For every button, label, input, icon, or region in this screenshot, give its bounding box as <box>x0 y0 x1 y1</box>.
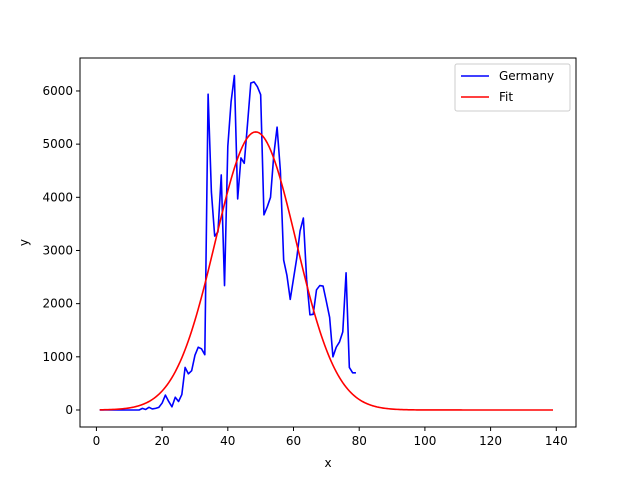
x-tick-label: 20 <box>154 434 169 448</box>
x-tick-label: 80 <box>352 434 367 448</box>
x-tick-label: 140 <box>545 434 568 448</box>
plot-area <box>80 58 576 427</box>
y-tick-label: 4000 <box>42 190 73 204</box>
y-axis-ticks: 0 1000 2000 3000 4000 5000 6000 <box>42 84 80 417</box>
legend: Germany Fit <box>454 63 571 112</box>
x-tick-label: 0 <box>93 434 101 448</box>
x-tick-label: 120 <box>479 434 502 448</box>
series-line-germany <box>99 74 356 411</box>
y-axis-label: y <box>17 239 31 246</box>
y-tick-label: 2000 <box>42 297 73 311</box>
y-tick-label: 0 <box>65 403 73 417</box>
legend-label-fit: Fit <box>499 90 513 104</box>
y-tick-label: 3000 <box>42 243 73 257</box>
x-tick-label: 40 <box>220 434 235 448</box>
y-tick-label: 1000 <box>42 350 73 364</box>
legend-label-germany: Germany <box>499 69 554 83</box>
y-tick-label: 5000 <box>42 137 73 151</box>
plot-frame <box>79 57 577 428</box>
x-axis-label: x <box>324 456 331 470</box>
x-tick-label: 60 <box>286 434 301 448</box>
series-line-fit <box>99 131 554 411</box>
y-tick-label: 6000 <box>42 84 73 98</box>
x-tick-label: 100 <box>413 434 436 448</box>
x-axis-ticks: 0 20 40 60 80 100 120 140 <box>93 427 568 448</box>
series-layer <box>99 74 554 411</box>
